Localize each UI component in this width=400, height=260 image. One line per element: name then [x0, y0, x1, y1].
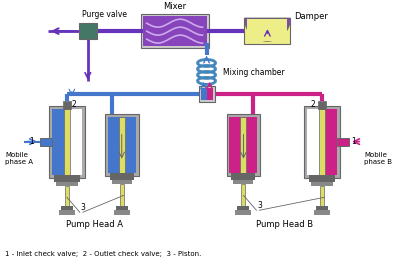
Bar	[248, 19, 287, 41]
Text: 1: 1	[29, 137, 34, 146]
Bar	[198, 86, 214, 102]
Bar	[234, 180, 254, 184]
Bar	[200, 88, 206, 100]
Bar	[49, 106, 85, 178]
Bar	[240, 117, 246, 173]
Bar	[232, 173, 256, 180]
Bar	[316, 206, 328, 210]
Bar	[54, 176, 80, 183]
Bar	[63, 101, 71, 109]
Bar	[61, 206, 73, 210]
Bar	[230, 117, 258, 173]
Bar	[309, 176, 335, 183]
Bar	[141, 14, 208, 48]
Bar	[79, 23, 97, 39]
Bar	[65, 186, 69, 206]
Bar	[52, 109, 82, 176]
Bar	[314, 210, 330, 215]
Bar	[320, 186, 324, 206]
Bar	[337, 138, 349, 146]
Bar	[116, 206, 128, 210]
Bar	[143, 16, 206, 46]
Text: 3: 3	[81, 203, 86, 212]
Text: Pump Head B: Pump Head B	[256, 220, 313, 229]
Bar	[230, 117, 258, 173]
Text: 3: 3	[258, 201, 262, 210]
Text: Damper: Damper	[294, 12, 328, 21]
Bar	[119, 117, 125, 173]
Bar	[238, 206, 250, 210]
Bar	[226, 114, 260, 177]
Bar	[304, 106, 340, 178]
Bar	[120, 184, 124, 206]
Text: 2: 2	[310, 100, 315, 109]
Text: Mixer: Mixer	[163, 2, 186, 11]
Bar	[59, 210, 75, 215]
Text: Mobile
phase A: Mobile phase A	[5, 152, 33, 165]
Bar	[242, 184, 246, 206]
Text: Mixing chamber: Mixing chamber	[222, 68, 284, 77]
Bar	[236, 210, 252, 215]
Bar	[105, 114, 139, 177]
Bar	[114, 210, 130, 215]
Wedge shape	[244, 18, 290, 41]
Text: Mobile
phase B: Mobile phase B	[364, 152, 392, 165]
Bar	[52, 109, 69, 176]
Bar	[112, 180, 132, 184]
Text: 2: 2	[72, 100, 76, 109]
Bar	[110, 173, 134, 180]
Bar	[64, 109, 70, 176]
Bar	[56, 183, 78, 186]
Bar	[307, 109, 337, 176]
Bar	[320, 109, 337, 176]
Text: 1: 1	[351, 137, 356, 146]
Bar	[108, 117, 136, 173]
Bar	[319, 109, 325, 176]
Bar	[244, 18, 290, 44]
Bar	[311, 183, 333, 186]
Bar	[206, 88, 212, 100]
Bar	[318, 101, 326, 109]
Text: Pump Head A: Pump Head A	[66, 220, 123, 229]
Text: Purge valve: Purge valve	[82, 10, 127, 19]
Bar	[40, 138, 52, 146]
Text: 1 - Inlet check valve;  2 - Outlet check valve;  3 - Piston.: 1 - Inlet check valve; 2 - Outlet check …	[5, 251, 201, 257]
Bar	[108, 117, 136, 173]
